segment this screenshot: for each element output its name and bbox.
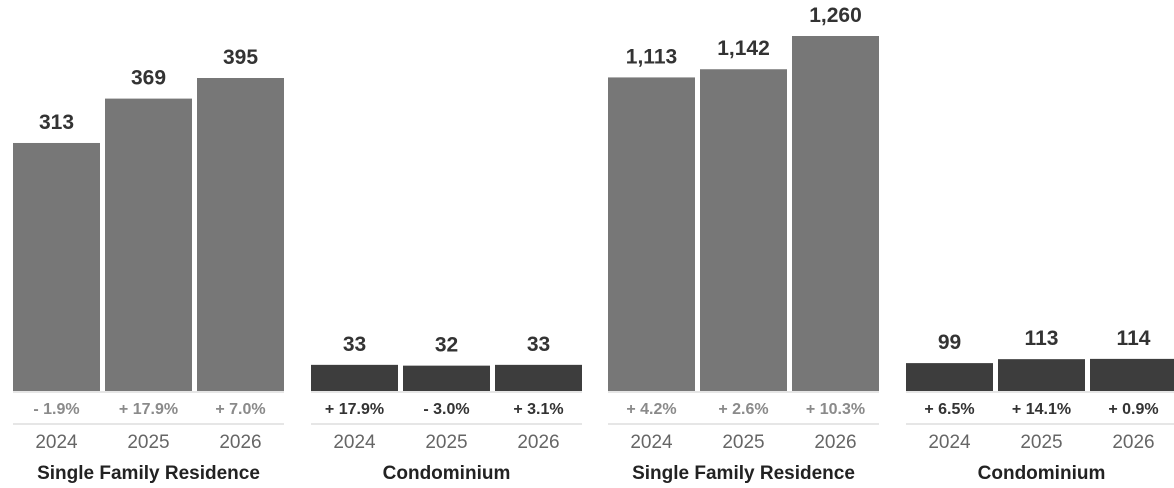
change-label: + 17.9% [325,401,384,418]
change-label: + 10.3% [806,401,865,418]
value-label: 395 [223,46,258,69]
bar [13,143,100,391]
group-label: Condominium [978,463,1106,484]
bar [105,99,192,391]
change-label: - 3.0% [423,401,469,418]
year-tick-label: 2026 [1112,432,1154,453]
change-label: - 1.9% [33,401,79,418]
bar [495,365,582,391]
bar [1090,359,1174,391]
group-label: Condominium [383,463,511,484]
year-tick-label: 2025 [425,432,467,453]
year-tick-label: 2024 [35,432,78,453]
year-tick-label: 2026 [517,432,559,453]
value-label: 113 [1025,327,1059,350]
value-label: 114 [1117,327,1151,350]
value-label: 1,142 [717,37,770,60]
group-label: Single Family Residence [632,463,855,484]
change-label: + 3.1% [513,401,563,418]
year-tick-label: 2026 [814,432,856,453]
bar [403,366,490,391]
value-label: 33 [343,333,366,356]
value-label: 313 [39,111,74,134]
bar [906,363,993,391]
value-label: 1,260 [809,4,862,27]
year-tick-label: 2024 [630,432,673,453]
bar [197,78,284,391]
change-label: + 0.9% [1108,401,1158,418]
change-label: + 17.9% [119,401,178,418]
bar [311,365,398,391]
change-label: + 14.1% [1012,401,1071,418]
value-label: 32 [435,334,458,357]
year-tick-label: 2024 [928,432,971,453]
change-label: + 7.0% [215,401,265,418]
change-label: + 2.6% [718,401,768,418]
year-tick-label: 2026 [219,432,261,453]
year-tick-label: 2024 [333,432,376,453]
group-label: Single Family Residence [37,463,260,484]
change-label: + 4.2% [626,401,676,418]
year-tick-label: 2025 [1020,432,1062,453]
bar [792,36,879,391]
bar [700,69,787,391]
value-label: 1,113 [626,45,677,68]
value-label: 369 [131,67,166,90]
value-label: 99 [938,331,961,354]
year-tick-label: 2025 [722,432,764,453]
year-tick-label: 2025 [127,432,169,453]
value-label: 33 [527,333,550,356]
bar [608,77,695,391]
change-label: + 6.5% [924,401,974,418]
bar [998,359,1085,391]
